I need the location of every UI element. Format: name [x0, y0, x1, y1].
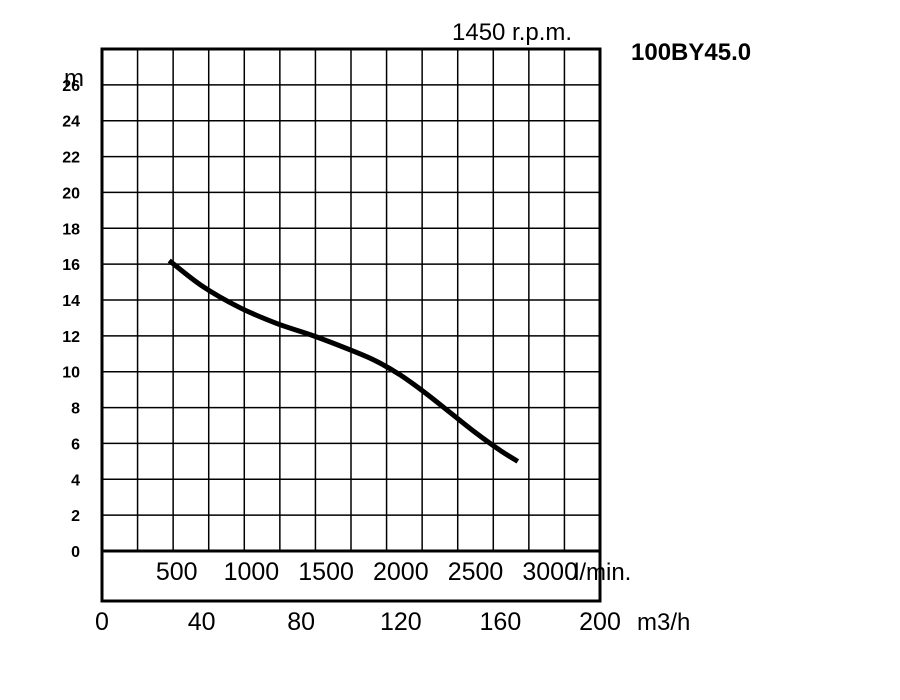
x-secondary-tick-labels: 500 1000 1500 2000 2500 3000	[156, 558, 578, 586]
y-tick-label: 18	[62, 221, 80, 238]
x-secondary-tick-label: 500	[156, 558, 198, 586]
x-secondary-tick-label: 1500	[298, 558, 354, 586]
x-secondary-tick-label: 1000	[224, 558, 280, 586]
y-tick-label: 6	[71, 436, 80, 453]
performance-curve	[167, 258, 520, 464]
x-tick-label: 0	[95, 608, 109, 636]
x-tick-labels: 0 40 80 120 160 200	[95, 608, 621, 636]
x-tick-label: 200	[579, 608, 621, 636]
y-tick-label: 8	[71, 401, 80, 418]
x-secondary-tick-label: 2500	[448, 558, 504, 586]
y-tick-label: 24	[62, 114, 80, 131]
y-tick-label: 12	[62, 329, 80, 346]
grid	[102, 49, 600, 551]
chart-title: 100BY45.0	[631, 39, 751, 66]
y-axis-label: m	[64, 65, 84, 92]
y-tick-label: 16	[62, 257, 80, 274]
x-secondary-axis-label: l/min.	[574, 559, 631, 586]
y-tick-label: 14	[62, 293, 80, 310]
y-tick-label: 2	[71, 508, 80, 525]
x-tick-label: 80	[287, 608, 315, 636]
x-secondary-tick-label: 2000	[373, 558, 429, 586]
x-tick-label: 120	[380, 608, 422, 636]
curve-layer	[167, 258, 520, 464]
x-tick-label: 160	[480, 608, 522, 636]
y-tick-label: 10	[62, 365, 80, 382]
chart-subtitle: 1450 r.p.m.	[452, 19, 572, 46]
y-tick-label: 20	[62, 185, 80, 202]
y-tick-label: 26	[62, 78, 80, 95]
y-tick-label: 0	[71, 544, 80, 561]
y-tick-label: 4	[71, 472, 80, 489]
x-secondary-tick-label: 3000	[522, 558, 578, 586]
secondary-axis-box	[100, 549, 602, 603]
x-axis-label: m3/h	[637, 609, 690, 636]
x-tick-label: 40	[188, 608, 216, 636]
y-tick-label: 22	[62, 150, 80, 167]
